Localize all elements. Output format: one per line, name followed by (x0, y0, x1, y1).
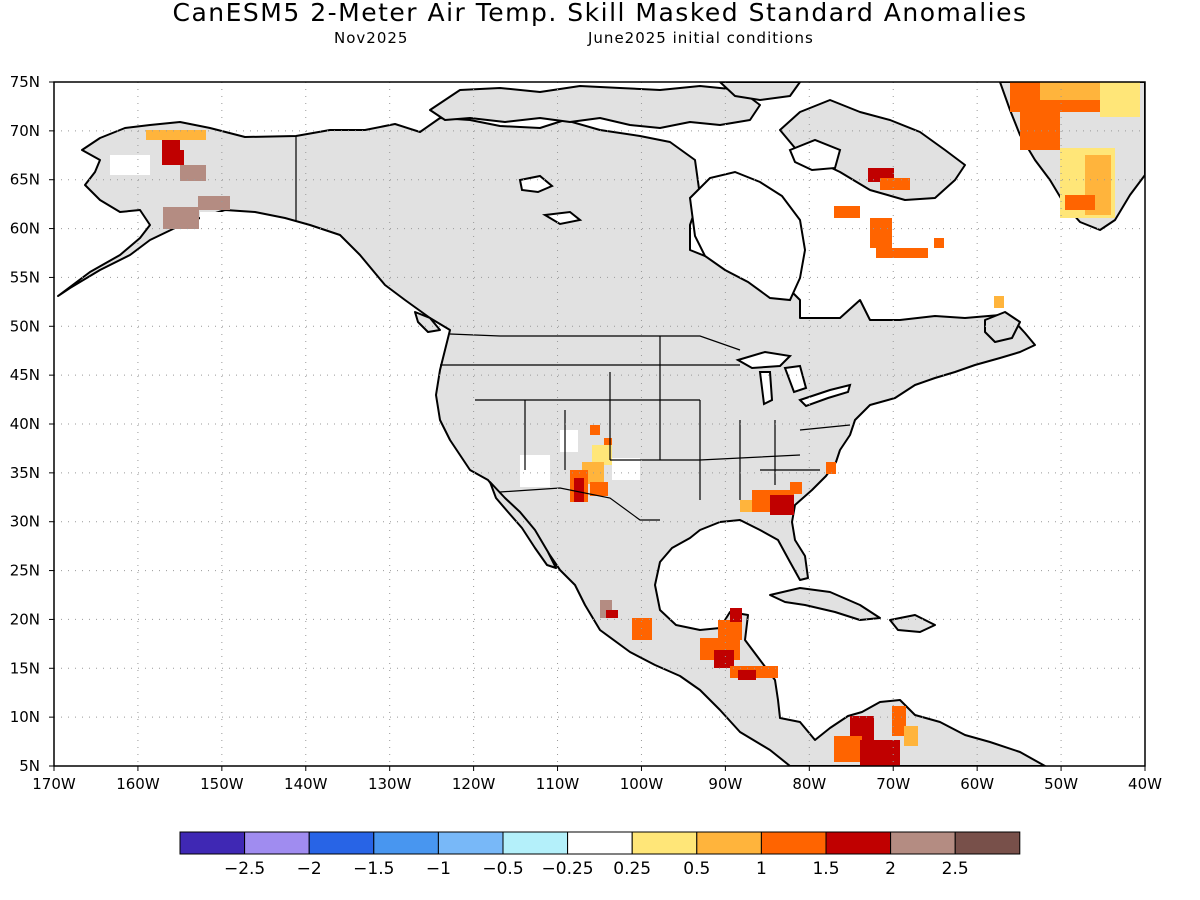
lat-tick-label: 25N (10, 562, 40, 580)
political-borders (295, 136, 851, 521)
lon-tick-label: 110W (536, 775, 580, 793)
forecast-month: Nov2025 (334, 29, 409, 47)
lat-tick-label: 10N (10, 708, 40, 726)
colorbar-label: 1 (756, 859, 767, 879)
lat-tick-label: 70N (10, 122, 40, 140)
lon-tick-label: 50W (1044, 775, 1078, 793)
map-title: CanESM5 2-Meter Air Temp. Skill Masked S… (172, 0, 1028, 27)
lon-tick-label: 90W (708, 775, 742, 793)
colorbar-label: −1 (426, 859, 451, 879)
colorbar-swatch (760, 831, 827, 855)
colorbar-label: −2 (297, 859, 322, 879)
colorbar-swatch (502, 831, 569, 855)
lake-superior (735, 350, 793, 370)
great-slave-lake (541, 210, 583, 226)
colorbar-swatch (631, 831, 698, 855)
lon-tick-label: 130W (368, 775, 412, 793)
lon-tick-label: 170W (32, 775, 76, 793)
colorbar-swatch (244, 831, 310, 855)
lake-huron (783, 364, 808, 394)
latitude-axis: 75N 70N 65N 60N 55N 50N 45N 40N 35N 30N 25N 20N 15N 1… (10, 73, 54, 775)
colorbar-swatch (567, 831, 633, 855)
lake-erie-ontario (798, 383, 852, 408)
lat-tick-label: 65N (10, 171, 40, 189)
land-ellesmere-island (719, 82, 801, 101)
lat-tick-label: 55N (10, 268, 40, 286)
lat-tick-label: 20N (10, 610, 40, 628)
lon-tick-label: 150W (200, 775, 244, 793)
colorbar-label: −2.5 (224, 859, 265, 879)
land-baja-california (489, 481, 557, 569)
colorbar-label: 2.5 (942, 859, 969, 879)
colorbar-swatch (825, 831, 892, 855)
colorbar-swatch (890, 831, 956, 855)
lat-tick-label: 30N (10, 513, 40, 531)
colorbar-label: −0.5 (482, 859, 523, 879)
lake-michigan (758, 371, 774, 406)
land-vancouver-island (414, 311, 441, 333)
colorbar-swatch (696, 831, 762, 855)
lon-tick-label: 70W (876, 775, 910, 793)
colorbar-label: −1.5 (353, 859, 394, 879)
map-plot-area (54, 82, 1145, 766)
land-arctic-islands (429, 85, 761, 129)
land-cuba (769, 587, 881, 621)
lat-tick-label: 75N (10, 73, 40, 91)
lat-tick-label: 35N (10, 464, 40, 482)
lat-tick-label: 5N (19, 757, 40, 775)
initial-conditions: June2025 initial conditions (588, 29, 814, 47)
longitude-axis: 170W 160W 150W 140W 130W 120W 110W 100W 90W 80W 70… (32, 766, 1162, 793)
colorbar-label: 0.25 (613, 859, 651, 879)
colorbar-swatch (437, 831, 504, 855)
lon-tick-label: 40W (1128, 775, 1162, 793)
lon-tick-label: 100W (620, 775, 664, 793)
lat-tick-label: 50N (10, 317, 40, 335)
colorbar-swatch (373, 831, 439, 855)
lon-tick-label: 60W (960, 775, 994, 793)
inland-water (518, 138, 852, 408)
hudson-bay (688, 170, 807, 302)
colorbar-swatch (954, 831, 1021, 855)
lon-tick-label: 160W (116, 775, 160, 793)
lat-tick-label: 40N (10, 415, 40, 433)
lat-tick-label: 60N (10, 220, 40, 238)
lon-tick-label: 140W (284, 775, 328, 793)
colorbar-label: 0.5 (683, 859, 710, 879)
colorbar-swatch (308, 831, 375, 855)
foxe-basin (788, 138, 842, 172)
lat-tick-label: 45N (10, 366, 40, 384)
colorbar-label: 1.5 (812, 859, 839, 879)
lon-tick-label: 80W (792, 775, 826, 793)
colorbar-label: 2 (885, 859, 896, 879)
lat-tick-label: 15N (10, 659, 40, 677)
lon-tick-label: 120W (452, 775, 496, 793)
colorbar-label: −0.25 (542, 859, 594, 879)
land-newfoundland (984, 311, 1021, 343)
colorbar: −2.5 −2 −1.5 −1 −0.5 −0.25 0.25 0.5 1 1.5 2 2.5 (179, 831, 1021, 879)
colorbar-swatch (179, 831, 246, 855)
